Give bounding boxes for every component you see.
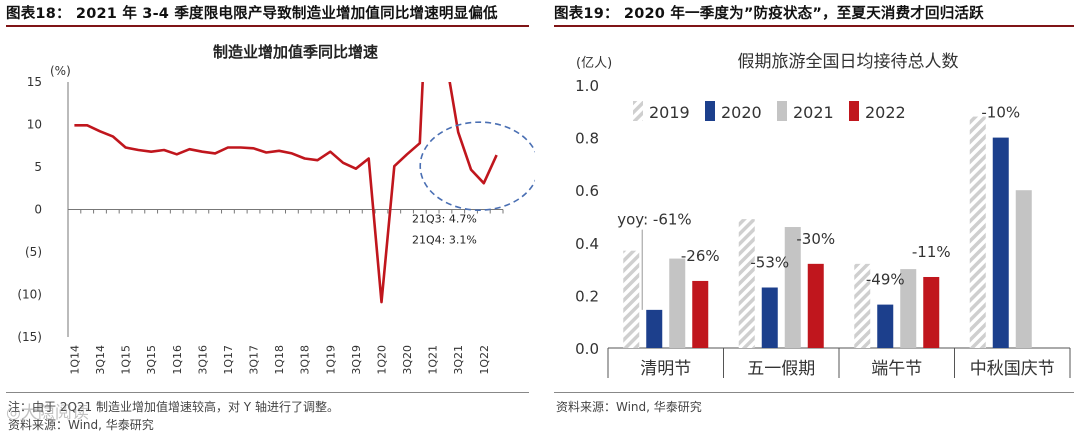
bar-chart-ytick-label: 0.6 — [575, 182, 599, 200]
line-chart-ytick-label: 10 — [27, 118, 42, 132]
line-chart-annotation: 21Q3: 4.7% — [412, 213, 477, 226]
bar-chart-data-label: -30% — [796, 230, 835, 248]
bar-chart-category-label: 端午节 — [871, 359, 922, 379]
bar-chart-ytick-label: 0.0 — [575, 340, 599, 358]
line-chart-xtick-label: 1Q18 — [273, 345, 286, 375]
left-footer-divider — [6, 392, 529, 393]
left-figure-title: 图表18： 2021 年 3-4 季度限电限产导致制造业增加值同比增速明显偏低 — [6, 3, 529, 27]
legend-label-2022: 2022 — [865, 103, 906, 122]
line-chart-xtick-label: 1Q19 — [324, 345, 337, 375]
legend-swatch-2020 — [705, 101, 715, 121]
left-chart-source: 资料来源：Wind, 华泰研究 — [8, 418, 154, 432]
right-figure-panel: 图表19： 2020 年一季度为”防疫状态”，至夏天消费才回归活跃 假期旅游全国… — [548, 0, 1080, 435]
bar-2021-1 — [784, 227, 801, 348]
bar-2022-1 — [807, 263, 824, 348]
bar-2020-0 — [646, 309, 663, 348]
bar-2019-3 — [969, 116, 986, 348]
legend-swatch-2019 — [633, 101, 643, 121]
bar-2021-3 — [1015, 190, 1032, 348]
line-chart-ylabel: (%) — [50, 64, 71, 78]
line-chart-xtick-label: 1Q14 — [68, 345, 81, 375]
line-chart-ytick-label: (15) — [17, 330, 42, 344]
line-chart-xtick-label: 3Q18 — [299, 345, 312, 375]
line-chart-xtick-label: 3Q21 — [452, 345, 465, 375]
bar-chart-ytick-label: 0.8 — [575, 130, 599, 148]
legend-label-2021: 2021 — [793, 103, 834, 122]
legend-swatch-2022 — [849, 101, 859, 121]
line-chart-highlight-ellipse — [419, 121, 535, 211]
holiday-tourism-bar-chart: 假期旅游全国日均接待总人数 (亿人) 0.0 0.2 0.4 0.6 0.8 1.0 清明节 五一… — [575, 52, 1071, 379]
line-chart-xtick-label: 1Q15 — [120, 345, 133, 375]
legend-label-2020: 2020 — [721, 103, 762, 122]
bar-chart-ytick-label: 1.0 — [575, 77, 599, 95]
bar-chart-yoy-label: yoy: -61% — [617, 210, 691, 228]
bar-chart-category-label: 清明节 — [640, 359, 691, 379]
line-chart-xtick-label: 3Q15 — [145, 345, 158, 375]
line-chart-xtick-label: 3Q14 — [94, 345, 107, 375]
bar-2022-0 — [692, 280, 709, 348]
line-chart-ytick-label: 0 — [34, 203, 42, 217]
line-chart-xtick-label: 3Q20 — [401, 345, 414, 375]
bar-chart-ytick-label: 0.4 — [575, 235, 599, 253]
line-chart-xtick-label: 1Q22 — [478, 345, 491, 375]
line-chart-ytick-label: (5) — [25, 245, 42, 259]
bar-2019-1 — [738, 219, 755, 348]
right-footer-divider — [554, 392, 1074, 393]
line-chart-ytick-label: 5 — [34, 160, 42, 174]
bar-chart-data-label: -49% — [866, 271, 905, 289]
right-chart-source: 资料来源：Wind, 华泰研究 — [556, 400, 702, 414]
line-chart-xtick-label: 1Q21 — [427, 345, 440, 375]
bar-chart-category-label: 五一假期 — [747, 359, 815, 379]
line-chart-title: 制造业增加值季同比增速 — [213, 43, 378, 61]
line-chart-xtick-label: 3Q16 — [196, 345, 209, 375]
bar-chart-data-label: -26% — [681, 247, 720, 265]
bar-2020-3 — [992, 137, 1009, 348]
bar-chart-ytick-label: 0.2 — [575, 287, 599, 305]
line-chart-xtick-label: 1Q17 — [222, 345, 235, 375]
line-chart-ytick-label: (10) — [17, 288, 42, 302]
legend-swatch-2021 — [777, 101, 787, 121]
left-chart-note: 注：由于 2Q21 制造业增加值增速较高，对 Y 轴进行了调整。 — [8, 400, 339, 414]
bar-chart-category-label: 中秋国庆节 — [970, 359, 1055, 379]
bar-2020-1 — [761, 287, 778, 348]
bar-chart-title: 假期旅游全国日均接待总人数 — [738, 52, 959, 72]
line-chart-xtick-label: 3Q17 — [248, 345, 261, 375]
legend-label-2019: 2019 — [649, 103, 690, 122]
right-figure-title: 图表19： 2020 年一季度为”防疫状态”，至夏天消费才回归活跃 — [554, 3, 1074, 27]
bar-2019-0 — [623, 250, 640, 348]
line-chart-xtick-label: 1Q16 — [171, 345, 184, 375]
bar-2020-2 — [877, 304, 894, 348]
bar-2019-2 — [854, 263, 871, 348]
line-chart-ytick-label: 15 — [27, 75, 42, 89]
bar-2021-2 — [900, 269, 917, 348]
bar-chart-data-label: -53% — [750, 254, 789, 272]
left-figure-panel: 图表18： 2021 年 3-4 季度限电限产导致制造业增加值同比增速明显偏低 … — [0, 0, 535, 435]
bar-chart-ylabel: (亿人) — [576, 56, 612, 71]
line-chart-xtick-label: 1Q20 — [375, 345, 388, 375]
manufacturing-line-chart: 制造业增加值季同比增速 (%) 15 10 5 0 (5) (10) (15) 1Q14 3Q14 1… — [17, 43, 535, 375]
bar-2021-0 — [669, 258, 686, 348]
line-chart-annotation: 21Q4: 3.1% — [412, 234, 477, 247]
bar-2022-2 — [923, 276, 940, 348]
line-chart-xtick-label: 3Q19 — [350, 345, 363, 375]
line-chart-series-line — [74, 82, 498, 304]
bar-chart-data-label: -11% — [912, 243, 951, 261]
bar-chart-data-label: -10% — [981, 104, 1020, 122]
